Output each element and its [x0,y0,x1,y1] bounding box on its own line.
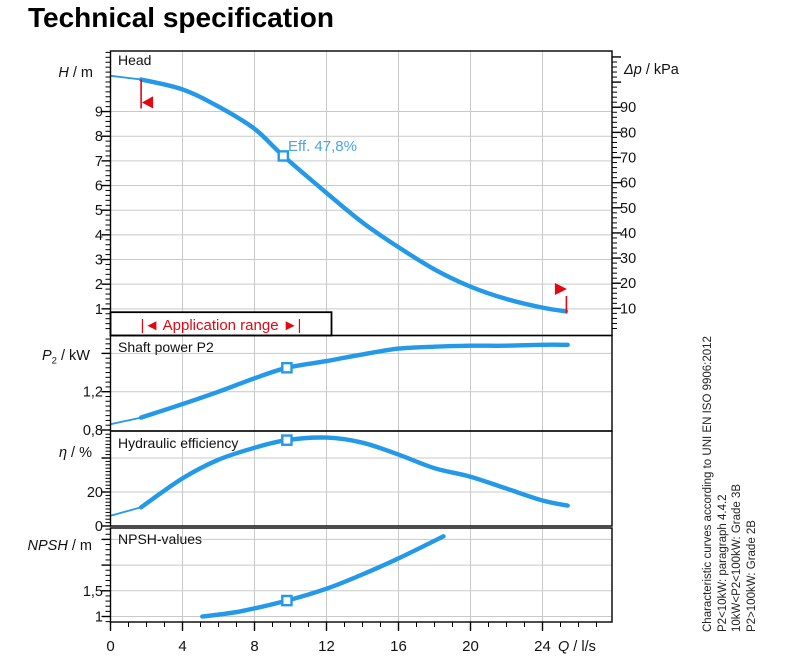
y2-tick-label: 40 [620,226,636,242]
x-tick-label: 8 [250,638,258,655]
performance-curves [110,74,570,619]
p2-curve-thin [110,416,142,426]
y-tick-label: 1,5 [83,584,103,600]
p2-duty-point-marker [281,361,293,374]
y-tick-label: 1 [95,302,103,318]
eff-curve [138,435,570,510]
p2-axis-title: P2 / kW [42,348,90,367]
y-tick-label: 0,8 [83,423,103,439]
y-tick-label: 20 [87,485,103,501]
head-duty-point-marker [277,150,290,162]
axis-tick-labels: 0 4 8 12 16 20 241234567891020304050607080900,… [83,100,636,655]
x-tick-label: 4 [178,638,186,655]
y2-tick-label: 50 [620,201,636,217]
dp-axis-unit: / kPa [642,62,680,78]
dp-axis-symbol: Δp [623,62,642,78]
y-tick-label: 9 [95,105,103,121]
note-line: 10kW<P2<100kW: Grade 3B [731,483,743,632]
p2-axis-unit: / kW [57,348,90,364]
y2-tick-label: 80 [620,125,636,141]
y-tick-label: 8 [95,129,103,145]
p2-curve [138,342,570,420]
x-tick-label: 20 [462,638,479,655]
npsh-panel-title: NPSH-values [118,531,202,547]
npsh-axis-unit: / m [68,538,92,554]
p2-axis-subscript: 2 [52,356,57,367]
y-tick-label: 3 [95,253,103,269]
y-tick-label: 6 [95,179,103,195]
eff-axis-symbol: η [59,445,67,461]
y-tick-label: 4 [95,228,103,244]
q-axis-symbol: Q [558,639,569,655]
eff-axis-title: η / % [59,445,92,461]
head-panel-title: Head [118,52,151,68]
note-line: P2>100kW: Grade 2B [745,520,758,632]
efficiency-value-label: Eff. 47,8% [288,138,357,155]
axis-ticks [101,51,621,631]
npsh-axis-title: NPSH / m [28,538,92,554]
application-range-label: |◄ Application range ►| [141,317,302,334]
head-axis-unit: / m [69,65,93,81]
duty-point-markers [277,150,293,607]
chart-text-labels: Head Shaft power P2 Hydraulic efficiency… [28,52,680,655]
p2-panel-title: Shaft power P2 [118,339,214,355]
q-axis-unit: / l/s [569,639,596,655]
page-title: Technical specification [28,2,335,33]
y2-tick-label: 90 [620,100,636,116]
p2-axis-symbol: P [42,348,52,364]
head-axis-title: H / m [58,65,93,81]
eff-panel-title: Hydraulic efficiency [118,435,238,451]
gridlines [110,51,612,622]
y2-tick-label: 30 [620,251,636,267]
iso-standard-note: Characteristic curves according to UNI E… [701,262,759,632]
npsh-duty-point-marker [281,594,293,607]
head-curve-thin [110,74,142,81]
min-flow-arrow-icon [141,96,154,109]
x-tick-label: 24 [534,638,551,655]
y-tick-label: 5 [95,203,103,219]
note-line: Characteristic curves according to UNI E… [702,336,714,632]
x-tick-label: 12 [318,638,335,655]
eff-duty-point-marker [281,434,293,446]
y-tick-label: 1,2 [83,385,103,401]
y2-tick-label: 70 [620,151,636,167]
npsh-axis-symbol: NPSH [28,538,69,554]
max-flow-arrow-icon [554,283,567,295]
head-curve [138,77,569,314]
eff-axis-unit: / % [67,445,92,461]
y2-tick-label: 20 [620,276,636,292]
x-tick-label: 0 [106,638,114,655]
y-tick-label: 1 [95,610,103,626]
npsh-curve [200,534,446,619]
y2-tick-label: 60 [620,176,636,192]
dp-axis-title: Δp / kPa [623,62,680,78]
y-tick-label: 2 [95,277,103,293]
head-panel-border [109,50,613,337]
y-tick-label: 0 [95,519,103,535]
q-axis-title: Q / l/s [558,639,596,655]
application-range-markers [140,79,568,314]
x-tick-label: 16 [390,638,407,655]
y2-tick-label: 10 [620,301,636,317]
y-tick-label: 7 [95,154,103,170]
note-line: P2<10kW: paragraph 4.4.2 [716,494,729,632]
head-axis-symbol: H [58,65,69,81]
eff-curve-thin [110,506,142,517]
